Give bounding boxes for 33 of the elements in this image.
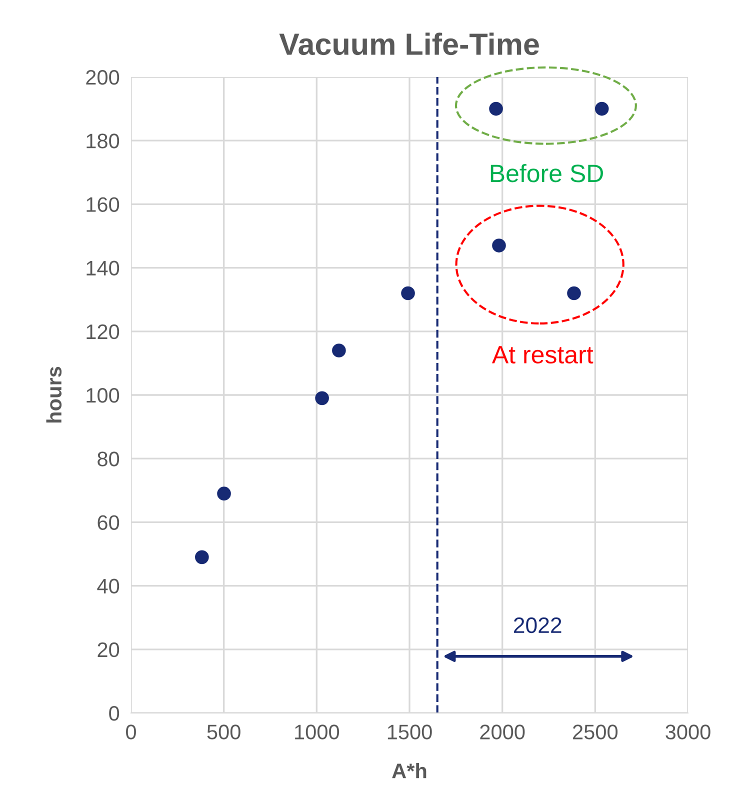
y-tick-label: 100	[86, 388, 120, 403]
y-tick-label: 80	[98, 452, 120, 466]
x-axis-title: A*h	[392, 762, 426, 778]
y-tick-label: 20	[98, 642, 120, 658]
x-tick-label: 500	[207, 724, 240, 740]
x-tick-label: 0	[126, 724, 136, 740]
y-tick-label: 180	[86, 134, 120, 148]
point	[594, 102, 609, 116]
y-axis-title: hours	[46, 366, 62, 422]
x-tick-label: 3000	[666, 724, 710, 740]
x-tick-label: 1000	[295, 724, 340, 740]
point	[401, 286, 415, 300]
annotation: At restart	[492, 346, 594, 364]
y-tick-label: 0	[109, 706, 120, 721]
y-tick-label: 160	[86, 197, 120, 212]
annotation: Before SD	[490, 164, 603, 182]
x-tick-label: 1500	[388, 724, 432, 740]
y-tick-label: 120	[86, 324, 120, 340]
y-tick-label: 200	[86, 70, 120, 85]
x-tick-label: 2500	[573, 724, 618, 740]
y-tick-label: 40	[97, 578, 120, 594]
y-tick-label: 60	[98, 515, 120, 530]
point	[217, 486, 231, 500]
point	[315, 391, 329, 406]
x-tick-label: 2000	[480, 724, 525, 740]
point	[567, 286, 581, 300]
point	[332, 344, 346, 358]
point	[489, 102, 503, 116]
annotation: 2022	[514, 617, 562, 634]
point	[492, 238, 506, 252]
y-tick-label: 140	[86, 260, 120, 276]
point	[195, 550, 209, 564]
chart-title: Vacuum Life-Time	[279, 32, 539, 56]
